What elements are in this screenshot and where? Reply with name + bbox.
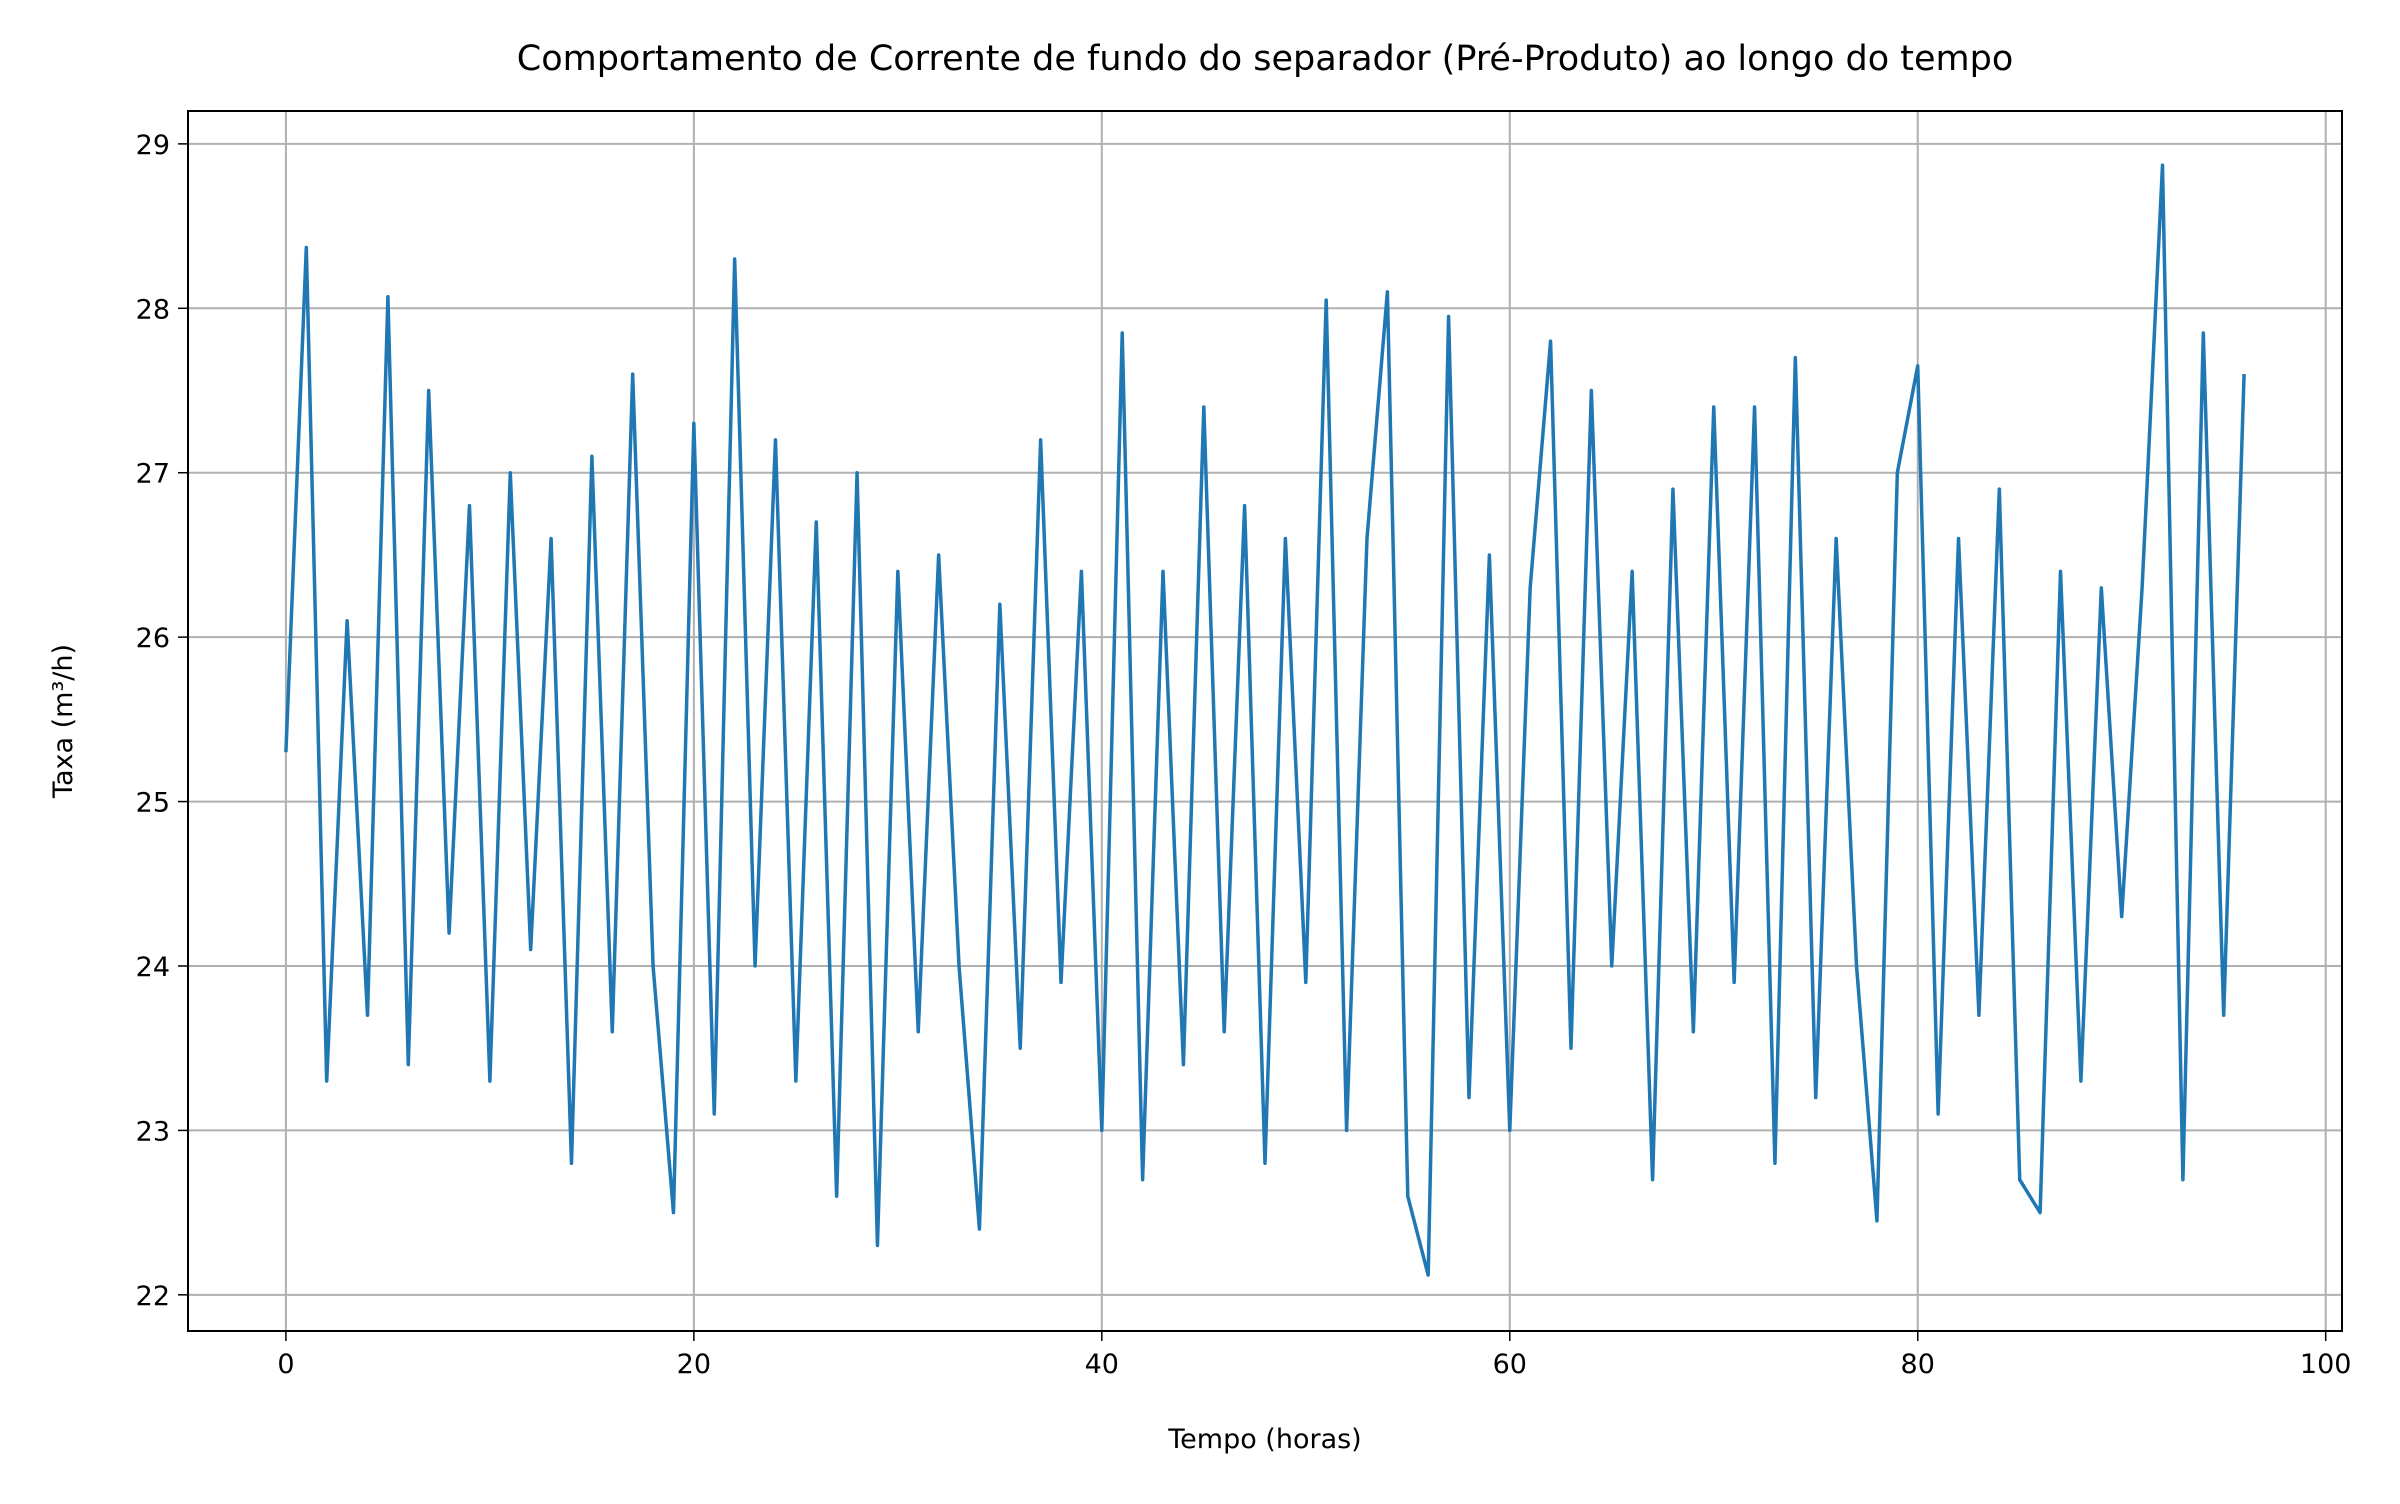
x-tick-label: 60 <box>1493 1349 1527 1380</box>
y-tick-label: 25 <box>136 788 170 819</box>
y-tick-label: 28 <box>136 294 170 325</box>
y-tick-label: 26 <box>136 623 170 654</box>
y-axis-label: Taxa (m³/h) <box>48 644 79 799</box>
x-tick-label: 0 <box>277 1349 294 1380</box>
x-tick-label: 100 <box>2300 1349 2352 1380</box>
chart-title: Comportamento de Corrente de fundo do se… <box>517 39 2014 79</box>
y-tick-label: 24 <box>136 952 170 983</box>
y-tick-label: 23 <box>136 1116 170 1147</box>
x-tick-label: 40 <box>1085 1349 1119 1380</box>
x-tick-label: 20 <box>677 1349 711 1380</box>
data-line <box>284 163 2246 1277</box>
y-tick-label: 22 <box>136 1281 170 1312</box>
x-tick-label: 80 <box>1901 1349 1935 1380</box>
y-tick-label: 27 <box>136 459 170 490</box>
plot-frame <box>187 110 2343 1332</box>
y-tick-label: 29 <box>136 130 170 161</box>
x-axis-label: Tempo (horas) <box>1167 1424 1361 1455</box>
